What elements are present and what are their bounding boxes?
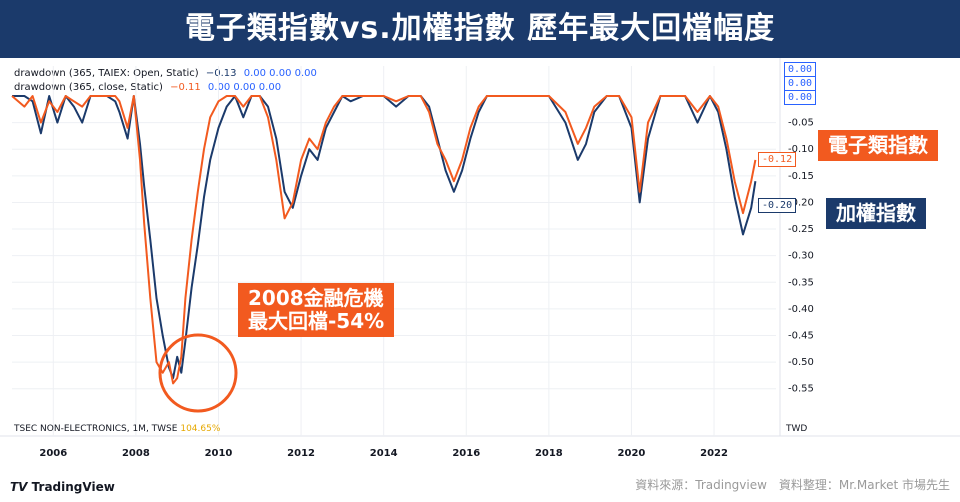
crash-callout: 2008金融危機 最大回檔-54% (238, 283, 395, 337)
crash-callout-line2: 最大回檔-54% (248, 309, 385, 333)
y-tick-label: -0.10 (788, 144, 814, 155)
y-tick-label: -0.25 (788, 224, 814, 235)
drawdown-chart: -0.05 -0.10 -0.15 -0.20 -0.25 -0.30 -0.35 -0.40… (0, 58, 960, 459)
x-tick-label: 2006 (39, 448, 67, 459)
y-tick-label: -0.35 (788, 277, 814, 288)
y-tick-label: -0.50 (788, 357, 814, 368)
x-tick-label: 2020 (618, 448, 646, 459)
x-axis: 2006 2008 2010 2012 2014 2016 2018 2020 2022 (39, 448, 728, 459)
symbol-info: TSEC NON-ELECTRONICS, 1M, TWSE 104.65% (14, 424, 220, 434)
y-tick-label: -0.40 (788, 304, 814, 315)
legend-electronics-extra: 0.00 0.00 0.00 (207, 82, 282, 93)
x-tick-label: 2016 (452, 448, 480, 459)
crash-callout-line1: 2008金融危機 (248, 286, 384, 310)
y-tick-label: -0.55 (788, 384, 814, 395)
legend-taiex-extra: 0.00 0.00 0.00 (243, 68, 317, 79)
symbol-label: TSEC NON-ELECTRONICS, 1M, TWSE (14, 424, 178, 434)
x-tick-label: 2022 (700, 448, 728, 459)
price-tag: 0.00 (784, 62, 817, 77)
legend-electronics-value: −0.11 (170, 82, 201, 93)
x-tick-label: 2010 (205, 448, 233, 459)
y-tick-label: -0.20 (788, 197, 814, 208)
price-tag: 0.00 (784, 76, 817, 91)
grid (0, 58, 960, 437)
x-tick-label: 2012 (287, 448, 315, 459)
legend-taiex: drawdown (365, TAIEX: Open, Static) −0.1… (14, 68, 317, 79)
crash-highlight-circle (158, 333, 238, 413)
price-tag: 0.00 (784, 90, 817, 105)
tradingview-logo: 𝙏𝙑 TradingView (10, 480, 115, 494)
y-tick-label: -0.30 (788, 251, 814, 262)
y-tick-label: -0.05 (788, 118, 814, 129)
symbol-pct: 104.65% (180, 424, 221, 434)
tradingview-logo-text: TradingView (31, 480, 115, 494)
x-tick-label: 2018 (535, 448, 563, 459)
price-tag-taiex: -0.20 (758, 198, 797, 213)
x-tick-label: 2008 (122, 448, 150, 459)
page-title: 電子類指數vs.加權指數 歷年最大回檔幅度 (184, 11, 776, 46)
legend-electronics: drawdown (365, close, Static) −0.11 0.00… (14, 82, 281, 93)
currency-label: TWD (786, 424, 808, 434)
series-lines (11, 95, 757, 385)
tradingview-icon: 𝙏𝙑 (10, 480, 32, 494)
y-tick-label: -0.15 (788, 171, 814, 182)
series-label-electronics: 電子類指數 (818, 130, 938, 161)
price-tag-electronics: -0.12 (758, 152, 797, 167)
source-note: 資料來源：Tradingview 資料整理：Mr.Market 市場先生 (635, 478, 950, 492)
series-label-taiex: 加權指數 (826, 198, 926, 229)
series-line-electronics (11, 95, 757, 385)
x-tick-label: 2014 (370, 448, 398, 459)
legend-taiex-label: drawdown (365, TAIEX: Open, Static) (14, 68, 199, 79)
y-tick-label: -0.45 (788, 330, 814, 341)
legend-electronics-label: drawdown (365, close, Static) (14, 82, 163, 93)
y-axis: -0.05 -0.10 -0.15 -0.20 -0.25 -0.30 -0.35 -0.40… (788, 118, 814, 395)
legend-taiex-value: −0.13 (205, 68, 237, 79)
title-banner (0, 0, 960, 58)
